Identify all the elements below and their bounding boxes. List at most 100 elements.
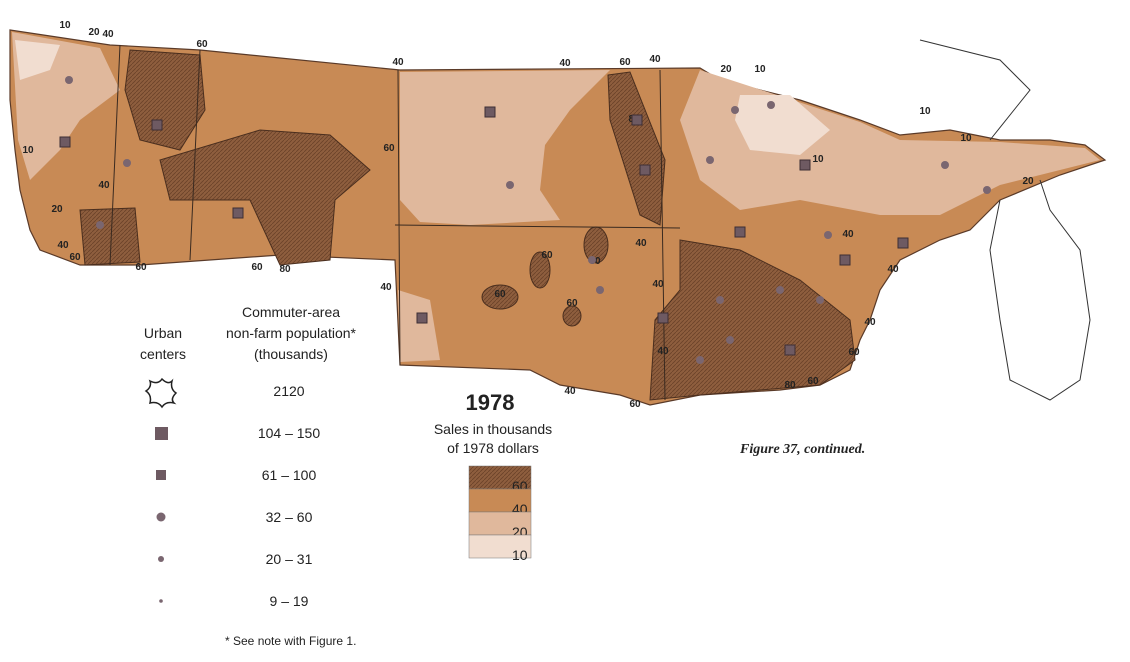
urban-center (839, 254, 851, 266)
urban-center (784, 344, 796, 356)
urban-center (59, 136, 71, 148)
contour-label: 60 (135, 262, 147, 273)
urban-symbol (158, 556, 164, 562)
contour-label: 60 (807, 376, 819, 387)
contour-label: 60 (848, 347, 860, 358)
region-20 (400, 70, 610, 225)
urban-center (484, 106, 496, 118)
contour-label: 60 (619, 57, 631, 68)
contour-label: 40 (380, 282, 392, 293)
urban-symbol (155, 427, 168, 440)
region-20 (398, 290, 440, 362)
region-60 (481, 284, 519, 310)
contour-label: 60 (629, 399, 641, 410)
contour-label: 10 (22, 145, 34, 156)
population-class: 104 – 150 (258, 425, 320, 441)
contour-label: 20 (720, 64, 732, 75)
contour-label: 10 (59, 20, 71, 31)
urban-center (941, 161, 949, 169)
urban-center (657, 312, 669, 324)
urban-center (96, 221, 104, 229)
legend-subtitle: Sales in thousands (434, 421, 552, 437)
contour-label: 40 (887, 264, 899, 275)
urban-center (776, 286, 784, 294)
urban-symbol (156, 470, 166, 480)
population-class: 61 – 100 (262, 467, 317, 483)
population-class: 20 – 31 (266, 551, 313, 567)
region-60 (159, 129, 371, 266)
contour-label: 40 (842, 229, 854, 240)
contour-label: 60 (383, 143, 395, 154)
contour-label: 40 (657, 346, 669, 357)
caption: Figure 37, continued. (739, 442, 865, 457)
population-heading: Commuter-area (242, 304, 340, 320)
contour-label: 20 (51, 204, 63, 215)
urban-center (639, 164, 651, 176)
contour-label: 40 (649, 54, 661, 65)
contour-label: 60 (494, 289, 506, 300)
urban-center (416, 312, 428, 324)
contour-label: 10 (960, 133, 972, 144)
contour-label: 40 (392, 57, 404, 68)
contour-label: 80 (784, 380, 796, 391)
contour-label: 60 (251, 262, 263, 273)
region-60 (562, 305, 582, 327)
urban-center (506, 181, 514, 189)
legend-subtitle: of 1978 dollars (447, 440, 539, 456)
contour-label: 10 (754, 64, 766, 75)
region-10 (735, 95, 830, 155)
region-60 (529, 251, 551, 289)
population-heading: (thousands) (254, 346, 328, 362)
urban-symbol (159, 599, 163, 603)
region-60 (607, 71, 666, 226)
population-class: 9 – 19 (270, 593, 309, 609)
urban-center (588, 256, 596, 264)
contour-label: 40 (635, 238, 647, 249)
contour-label: 60 (69, 252, 81, 263)
urban-heading: centers (140, 346, 186, 362)
urban-center (716, 296, 724, 304)
urban-center (696, 356, 704, 364)
urban-center (65, 76, 73, 84)
contour-label: 40 (57, 240, 69, 251)
urban-center (151, 119, 163, 131)
legend-swatch (468, 534, 532, 559)
contour-label: 20 (88, 27, 100, 38)
contour-label: 40 (102, 29, 114, 40)
contour-label: 40 (98, 180, 110, 191)
urban-center (731, 106, 739, 114)
population-class: 32 – 60 (266, 509, 313, 525)
urban-center (734, 226, 746, 238)
urban-heading: Urban (144, 325, 182, 341)
contour-label: 40 (559, 58, 571, 69)
urban-symbol (144, 377, 178, 409)
urban-center (726, 336, 734, 344)
region-10 (15, 40, 60, 80)
urban-center (232, 207, 244, 219)
contour-label: 40 (864, 317, 876, 328)
contour-label: 60 (196, 39, 208, 50)
urban-center (983, 186, 991, 194)
urban-center (799, 159, 811, 171)
legend-title: 1978 (466, 390, 515, 415)
contour-label: 40 (652, 279, 664, 290)
population-heading: non-farm population* (226, 325, 357, 341)
urban-center (596, 286, 604, 294)
urban-center (631, 114, 643, 126)
legend-level: 10 (512, 547, 528, 563)
urban-center (816, 296, 824, 304)
footnote: * See note with Figure 1. (225, 634, 356, 648)
state-border (109, 44, 681, 401)
contour-label: 60 (566, 298, 578, 309)
contour-label: 60 (541, 250, 553, 261)
urban-center (767, 101, 775, 109)
urban-symbol (156, 512, 166, 522)
urban-center (897, 237, 909, 249)
contour-label: 20 (1022, 176, 1034, 187)
contour-label: 80 (279, 264, 291, 275)
contour-label: 10 (919, 106, 931, 117)
urban-center (123, 159, 131, 167)
population-class: 2120 (273, 383, 304, 399)
region-60 (79, 207, 141, 266)
